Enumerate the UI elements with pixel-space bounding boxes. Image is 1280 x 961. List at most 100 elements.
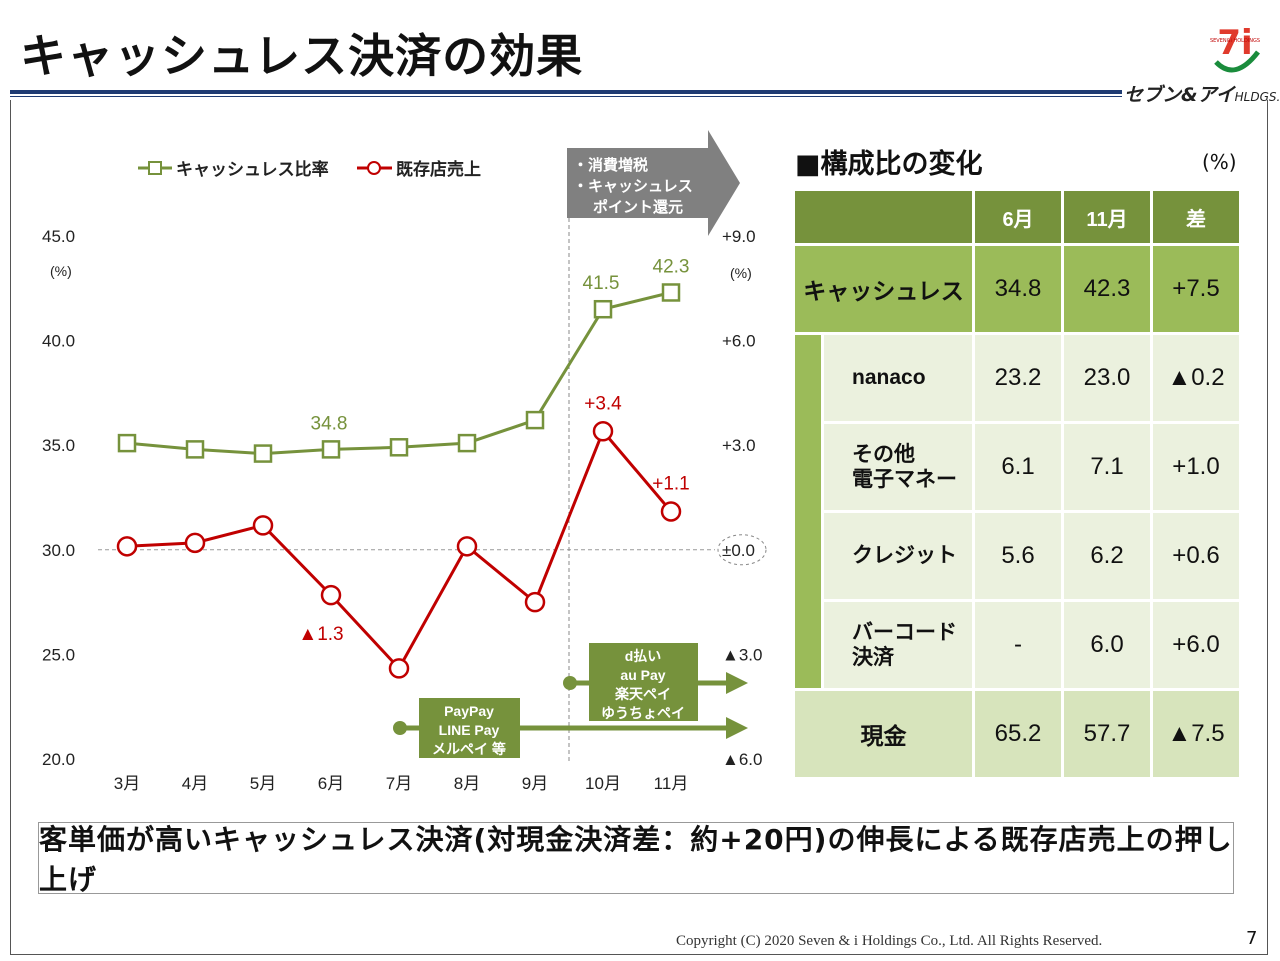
cashless-diff: +7.5	[1153, 246, 1239, 332]
point-existing-store-sales	[456, 536, 478, 557]
row-label: クレジット	[824, 513, 972, 599]
point-cashless-ratio	[661, 283, 681, 302]
row-diff: +6.0	[1153, 602, 1239, 688]
x-tick-label: 4月	[182, 774, 208, 793]
title-rule-thin	[10, 96, 1122, 97]
brand-wordmark: セブン&アイHLDGS.	[1124, 80, 1280, 107]
right-tick-label: ▲6.0	[722, 750, 762, 769]
data-label-existing-store-sales: ▲1.3	[298, 624, 343, 645]
row-nov: 7.1	[1064, 424, 1150, 510]
point-existing-store-sales	[592, 421, 614, 442]
right-tick-label: +6.0	[722, 332, 756, 351]
data-label-cashless-ratio: 34.8	[311, 413, 348, 434]
left-tick-label: 25.0	[42, 645, 75, 664]
tax-arrow-shape	[567, 130, 740, 236]
group2-text: au Pay	[620, 667, 665, 683]
table-row: キャッシュレス 34.8 42.3 +7.5	[795, 246, 1239, 332]
group1-arrowhead	[726, 717, 748, 739]
cashless-nov: 42.3	[1064, 246, 1150, 332]
x-tick-label: 6月	[318, 774, 344, 793]
point-cashless-ratio	[457, 433, 477, 453]
x-tick-label: 9月	[522, 774, 548, 793]
left-axis-unit: (%)	[50, 263, 72, 279]
table-row: バーコード 決済 - 6.0 +6.0	[795, 602, 1239, 688]
content-frame	[10, 100, 1268, 955]
composition-table: 6月 11月 差 キャッシュレス 34.8 42.3 +7.5 nanaco 2…	[792, 188, 1242, 780]
title-rule	[10, 90, 1122, 94]
tax-arrow-text: ・消費増税	[573, 156, 648, 174]
point-existing-store-sales	[524, 591, 546, 613]
header-jun: 6月	[975, 191, 1061, 243]
group2-text: ゆうちょペイ	[601, 705, 685, 721]
logo-text: SEVEN&i HOLDINGS	[1210, 38, 1260, 44]
data-label-cashless-ratio: 42.3	[653, 256, 690, 277]
x-tick-label: 5月	[250, 774, 276, 793]
row-label-line1: バーコード	[852, 620, 957, 644]
row-label: その他 電子マネー	[824, 424, 972, 510]
logo-glyph: 7i	[1217, 23, 1252, 63]
left-tick-label: 40.0	[42, 332, 75, 351]
point-cashless-ratio	[253, 444, 273, 463]
data-label-existing-store-sales: +3.4	[584, 393, 622, 414]
row-diff: +1.0	[1153, 424, 1239, 510]
cash-nov: 57.7	[1064, 691, 1150, 777]
group2-arrowhead	[726, 672, 748, 694]
row-label-line2: 決済	[852, 646, 894, 669]
point-existing-store-sales	[320, 584, 342, 606]
zero-highlight-circle	[717, 534, 767, 566]
point-existing-store-sales	[252, 515, 274, 536]
header-diff: 差	[1153, 191, 1239, 243]
legend-marker-cashless	[148, 161, 162, 175]
x-tick-label: 10月	[585, 774, 621, 793]
table-row: nanaco 23.2 23.0 ▲0.2	[795, 335, 1239, 688]
tax-arrow-text: ポイント還元	[593, 198, 683, 216]
row-nov: 6.0	[1064, 602, 1150, 688]
table-title: ■構成比の変化	[795, 149, 983, 180]
page-number: 7	[1246, 928, 1258, 949]
point-existing-store-sales	[184, 532, 206, 554]
table-row: 現金 65.2 57.7 ▲7.5	[795, 691, 1239, 777]
right-axis-unit: (%)	[730, 265, 752, 281]
point-cashless-ratio	[525, 410, 545, 430]
point-existing-store-sales	[388, 658, 410, 679]
row-diff: +0.6	[1153, 513, 1239, 599]
legend-marker-sales	[367, 161, 381, 175]
table-row: その他 電子マネー 6.1 7.1 +1.0	[795, 424, 1239, 510]
legend-label-cashless: キャッシュレス比率	[176, 159, 329, 179]
point-existing-store-sales	[660, 501, 682, 522]
table-header-row: 6月 11月 差	[795, 191, 1239, 243]
group1-text: LINE Pay	[439, 722, 500, 738]
right-tick-label: +9.0	[722, 227, 756, 246]
cash-label: 現金	[795, 691, 972, 777]
brand-suffix: HLDGS.	[1234, 90, 1280, 104]
group2-text: d払い	[625, 648, 662, 664]
right-tick-label: ▲3.0	[722, 645, 762, 664]
right-tick-label: +3.0	[722, 436, 756, 455]
point-cashless-ratio	[185, 440, 205, 459]
table-unit: (%)	[1202, 150, 1237, 174]
cashless-jun: 34.8	[975, 246, 1061, 332]
left-tick-label: 20.0	[42, 750, 75, 769]
row-jun: 5.6	[975, 513, 1061, 599]
right-tick-label: ±0.0	[722, 541, 755, 560]
group1-text: メルペイ 等	[432, 741, 506, 757]
left-tick-label: 30.0	[42, 541, 75, 560]
cash-jun: 65.2	[975, 691, 1061, 777]
x-tick-label: 11月	[654, 774, 689, 793]
conclusion-box: 客単価が高いキャッシュレス決済(対現金決済差：約+20円)の伸長による既存店売上…	[38, 822, 1234, 896]
group1-box	[419, 698, 520, 758]
page-title: キャッシュレス決済の効果	[20, 29, 584, 83]
x-tick-label: 7月	[386, 774, 412, 793]
copyright: Copyright (C) 2020 Seven & i Holdings Co…	[676, 933, 1103, 949]
row-label: nanaco	[824, 335, 972, 421]
row-label-line1: nanaco	[852, 366, 926, 390]
row-label-line1: その他	[852, 442, 915, 466]
point-existing-store-sales	[116, 536, 138, 557]
left-tick-label: 35.0	[42, 436, 75, 455]
x-tick-label: 3月	[114, 774, 140, 793]
point-cashless-ratio	[117, 433, 137, 453]
group2-box	[589, 643, 698, 721]
row-jun: 6.1	[975, 424, 1061, 510]
row-nov: 6.2	[1064, 513, 1150, 599]
header-blank	[795, 191, 972, 243]
